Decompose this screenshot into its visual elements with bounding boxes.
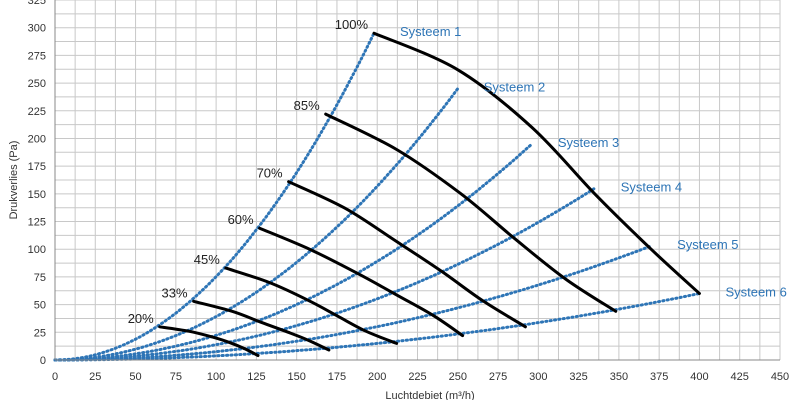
system-curve-systeem-2 [53, 87, 460, 362]
tick-labels: 0 25 50 75 100 125 150 175 200 225 250 275 300 325 350… [28, 0, 790, 383]
x-tick-label: 425 [731, 371, 749, 383]
fan-curve-70pct [287, 180, 527, 329]
x-tick-label: 175 [328, 371, 346, 383]
y-tick-label: 275 [28, 50, 46, 62]
system-curves [53, 31, 701, 362]
y-tick-label: 75 [34, 272, 46, 284]
axes [54, 0, 780, 361]
fan-curve-45pct [224, 266, 399, 345]
x-tick-label: 450 [771, 371, 789, 383]
system-curve-systeem-1 [53, 31, 376, 362]
y-tick-label: 225 [28, 106, 46, 118]
system-curve-systeem-6 [53, 292, 701, 362]
y-tick-label: 300 [28, 23, 46, 35]
system-label-systeem-4: Systeem 4 [621, 179, 682, 194]
y-tick-label: 250 [28, 78, 46, 90]
x-axis-title: Luchtdebiet (m³/h) [385, 390, 474, 400]
x-tick-label: 400 [690, 371, 708, 383]
fan-curve-100pct [372, 31, 701, 295]
fan-curve-33pct [192, 299, 331, 352]
fan-label-85pct: 85% [294, 98, 320, 113]
system-curve-systeem-4 [53, 186, 597, 362]
x-tick-label: 100 [207, 371, 225, 383]
y-tick-label: 50 [34, 300, 46, 312]
fan-label-45pct: 45% [194, 252, 220, 267]
x-tick-label: 75 [170, 371, 182, 383]
y-tick-label: 325 [28, 0, 46, 7]
x-tick-label: 125 [247, 371, 265, 383]
system-label-systeem-3: Systeem 3 [558, 135, 619, 150]
system-curve-systeem-3 [53, 142, 534, 362]
fan-label-33pct: 33% [162, 285, 188, 300]
fan-curve-20pct [158, 325, 260, 358]
y-axis-title: Drukverlies (Pa) [8, 141, 20, 220]
x-tick-label: 325 [569, 371, 587, 383]
system-label-systeem-6: Systeem 6 [725, 285, 786, 300]
fan-curve-85pct [324, 112, 618, 313]
fan-curve-60pct [258, 226, 465, 338]
fan-curves [158, 31, 701, 358]
y-tick-label: 0 [40, 355, 46, 367]
fan-label-60pct: 60% [228, 212, 254, 227]
x-tick-label: 375 [650, 371, 668, 383]
fan-label-100pct: 100% [335, 17, 369, 32]
y-tick-label: 25 [34, 327, 46, 339]
y-tick-label: 125 [28, 217, 46, 229]
x-tick-label: 275 [489, 371, 507, 383]
x-tick-label: 50 [129, 371, 141, 383]
system-label-systeem-2: Systeem 2 [484, 80, 545, 95]
y-tick-label: 200 [28, 133, 46, 145]
x-tick-label: 0 [52, 371, 58, 383]
x-tick-label: 200 [368, 371, 386, 383]
x-tick-label: 25 [89, 371, 101, 383]
y-tick-label: 100 [28, 244, 46, 256]
x-tick-label: 250 [449, 371, 467, 383]
system-curve-systeem-5 [53, 244, 653, 362]
series-labels: Systeem 1 Systeem 2 Systeem 3 Systeem 4 Syst… [128, 17, 787, 326]
x-tick-label: 225 [408, 371, 426, 383]
x-tick-label: 150 [287, 371, 305, 383]
system-label-systeem-5: Systeem 5 [677, 237, 738, 252]
y-tick-label: 150 [28, 189, 46, 201]
x-tick-label: 300 [529, 371, 547, 383]
system-label-systeem-1: Systeem 1 [400, 24, 461, 39]
fan-label-70pct: 70% [257, 166, 283, 181]
y-tick-label: 175 [28, 161, 46, 173]
x-tick-label: 350 [610, 371, 628, 383]
fan-label-20pct: 20% [128, 311, 154, 326]
